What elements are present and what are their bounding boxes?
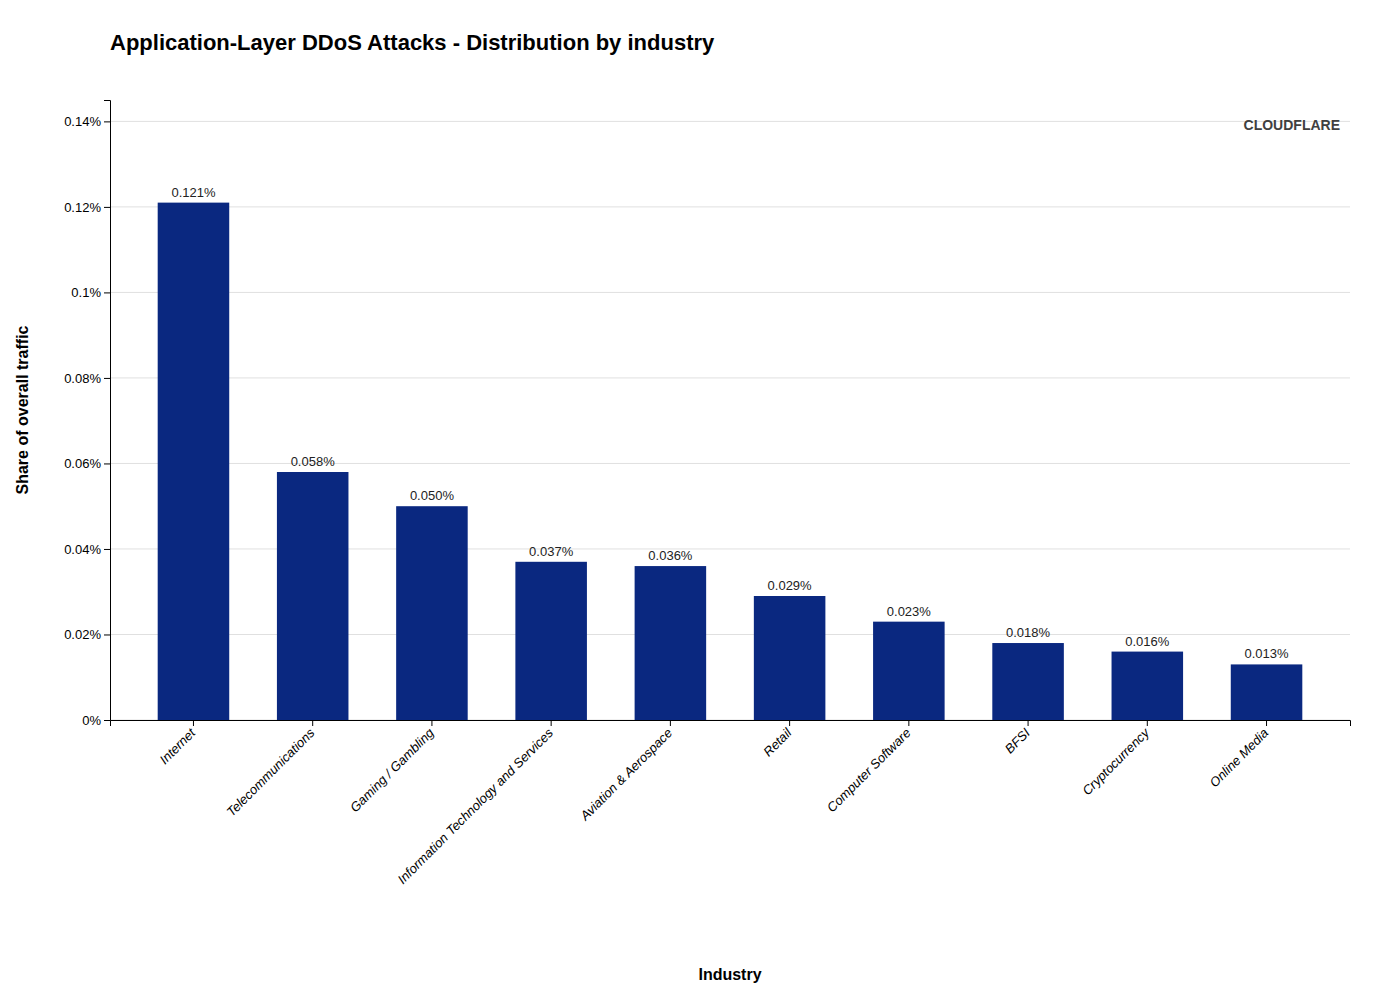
x-tick: Cryptocurrency [1079, 720, 1153, 798]
x-tick-label: Gaming / Gambling [347, 725, 437, 815]
grid [110, 121, 1350, 720]
plot-area: 0.121% 0.058% 0.050% 0.037% 0.036% 0.029% 0.02… [64, 101, 1350, 887]
x-tick: Information Technology and Services [394, 720, 556, 887]
x-tick-mark [193, 720, 194, 726]
x-tick-label: Cryptocurrency [1079, 724, 1153, 798]
x-tick-label: Information Technology and Services [394, 725, 556, 887]
y-tick-mark [104, 463, 110, 464]
y-axis: 0% 0.02% 0.04% 0.06% 0.08% 0.1% 0.12% 0.14% [64, 101, 110, 728]
y-tick: 0.1% [71, 285, 110, 300]
y-tick-mark [104, 121, 110, 122]
bar [277, 472, 349, 720]
chart-svg: 0.121% 0.058% 0.050% 0.037% 0.036% 0.029% 0.02… [0, 0, 1400, 1000]
x-tick-label: Computer Software [824, 725, 914, 815]
x-tick: Telecommunications [223, 720, 317, 819]
data-label: 0.018% [1006, 625, 1051, 640]
x-tick-mark [670, 720, 671, 726]
y-tick-label: 0.08% [64, 371, 101, 386]
x-tick: Aviation & Aerospace [576, 720, 675, 824]
grid-line [110, 292, 1350, 293]
y-tick: 0.12% [64, 200, 110, 215]
y-tick: 0.08% [64, 371, 110, 386]
data-label: 0.013% [1244, 646, 1289, 661]
y-tick: 0.04% [64, 542, 110, 557]
x-tick-label: Telecommunications [223, 725, 317, 819]
x-tick-label: Internet [156, 724, 199, 767]
y-tick-mark [104, 292, 110, 293]
y-tick-label: 0.02% [64, 627, 101, 642]
y-tick-label: 0.1% [71, 285, 101, 300]
x-tick: Internet [156, 720, 199, 767]
y-axis-line [104, 101, 111, 721]
data-label: 0.036% [648, 548, 693, 563]
bar [1231, 664, 1303, 720]
x-tick-label: BFSI [1002, 725, 1033, 756]
data-label: 0.037% [529, 544, 574, 559]
y-tick: 0.02% [64, 627, 110, 642]
x-axis-line [111, 721, 1351, 727]
bar [635, 566, 707, 720]
bar [1112, 652, 1184, 720]
y-tick-mark [104, 207, 110, 208]
bar [873, 622, 945, 720]
data-label: 0.121% [171, 185, 216, 200]
x-axis-title: Industry [698, 966, 761, 983]
y-tick-mark [104, 634, 110, 635]
bar [396, 506, 468, 720]
y-tick-mark [104, 720, 110, 721]
x-tick-mark [908, 720, 909, 726]
chart-title: Application-Layer DDoS Attacks - Distrib… [110, 30, 715, 55]
data-label: 0.023% [887, 604, 932, 619]
y-tick-mark [104, 549, 110, 550]
x-tick-mark [551, 720, 552, 726]
bars [158, 203, 1303, 720]
y-tick: 0% [82, 713, 110, 728]
y-tick-label: 0.12% [64, 200, 101, 215]
chart-container: 0.121% 0.058% 0.050% 0.037% 0.036% 0.029% 0.02… [0, 0, 1400, 1000]
y-tick-mark [104, 378, 110, 379]
x-tick-label: Retail [760, 724, 795, 759]
x-tick-mark [1147, 720, 1148, 726]
grid-line [110, 206, 1350, 207]
y-tick-label: 0.04% [64, 542, 101, 557]
x-axis: Internet Telecommunications Gaming / Gambl… [111, 720, 1351, 887]
y-tick-label: 0.14% [64, 114, 101, 129]
x-tick-mark [1028, 720, 1029, 726]
grid-line [110, 377, 1350, 378]
data-label: 0.050% [410, 488, 455, 503]
x-tick-mark [789, 720, 790, 726]
x-tick-mark [431, 720, 432, 726]
bar [158, 203, 230, 720]
y-tick: 0.06% [64, 456, 110, 471]
bar [992, 643, 1064, 720]
x-tick-label: Online Media [1207, 725, 1272, 790]
x-tick-mark [1266, 720, 1267, 726]
data-label: 0.058% [291, 454, 336, 469]
x-tick: BFSI [1002, 720, 1033, 756]
data-label: 0.016% [1125, 634, 1170, 649]
x-tick: Computer Software [824, 720, 914, 815]
x-tick: Retail [760, 720, 795, 759]
data-label: 0.029% [768, 578, 813, 593]
y-axis-title: Share of overall traffic [14, 325, 31, 494]
x-tick: Gaming / Gambling [347, 720, 437, 815]
y-tick-label: 0.06% [64, 456, 101, 471]
data-labels: 0.121% 0.058% 0.050% 0.037% 0.036% 0.029% 0.02… [171, 185, 1289, 662]
grid-line [110, 121, 1350, 122]
y-tick-label: 0% [82, 713, 101, 728]
annotation: CLOUDFLARE [1244, 117, 1340, 133]
x-tick: Online Media [1207, 720, 1272, 790]
bar [754, 596, 826, 720]
bar [515, 562, 587, 720]
x-tick-mark [312, 720, 313, 726]
y-tick: 0.14% [64, 114, 110, 129]
x-tick-label: Aviation & Aerospace [576, 725, 675, 824]
